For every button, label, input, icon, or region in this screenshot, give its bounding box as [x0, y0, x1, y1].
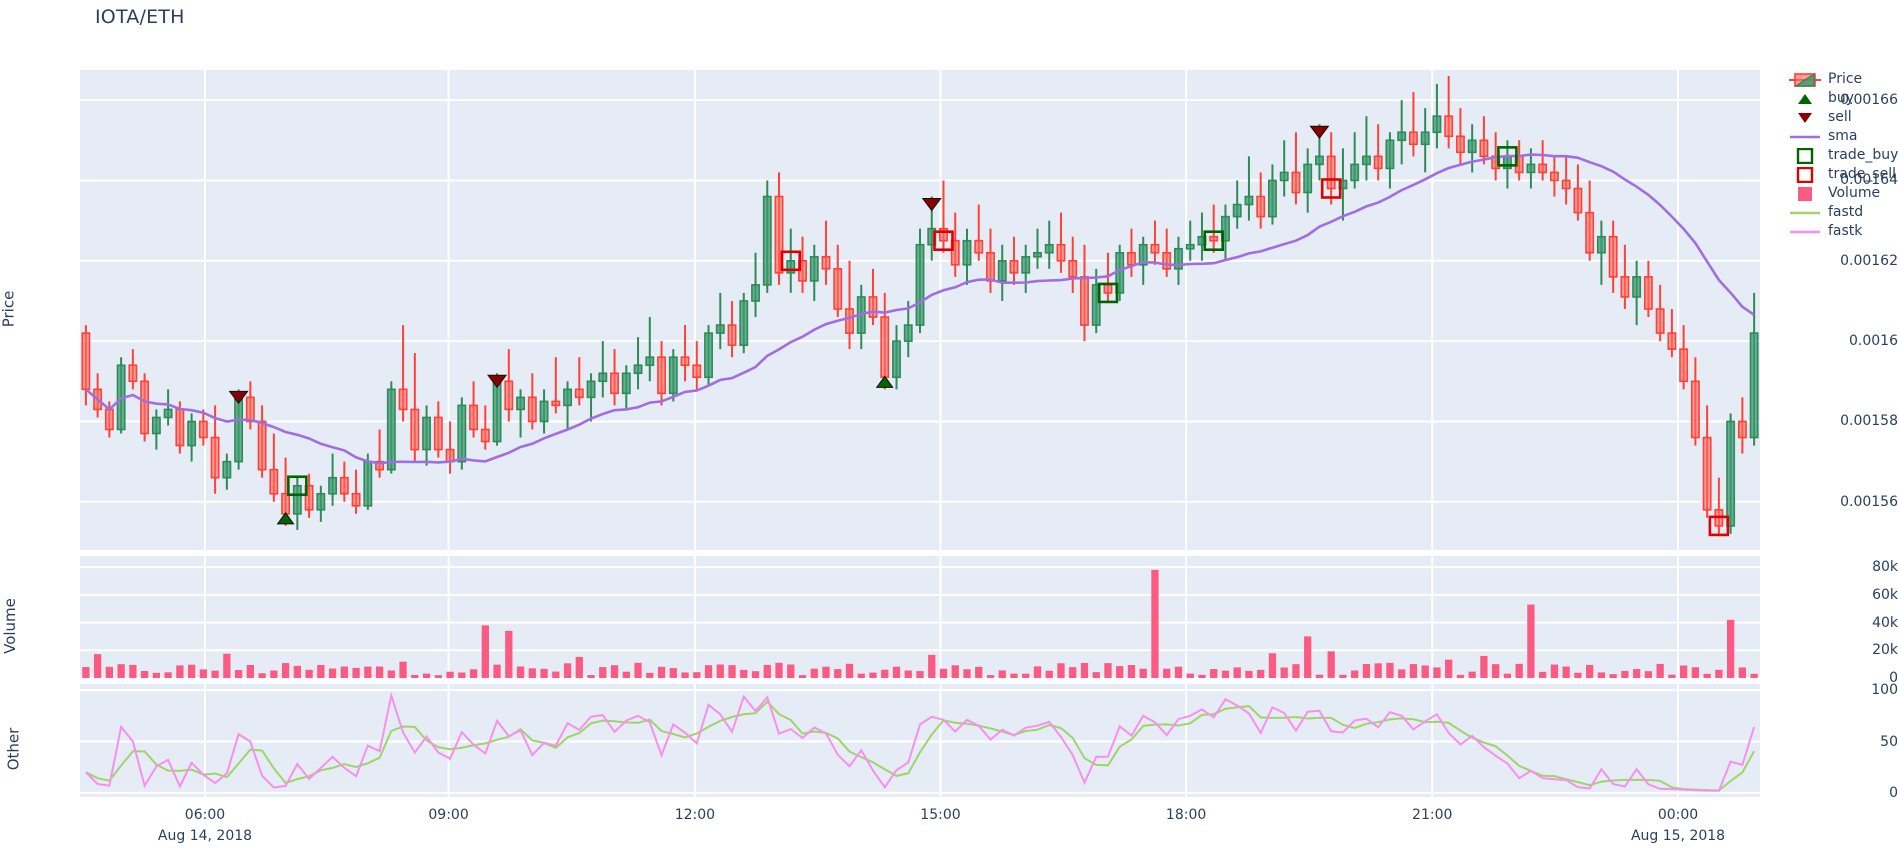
legend-item-buy[interactable]: buy	[1788, 89, 1898, 108]
x-axis-tick: 09:00	[428, 807, 468, 823]
x-tick-time: 15:00	[920, 807, 961, 823]
x-tick-time: 00:00	[1657, 807, 1699, 823]
legend-item-sell[interactable]: sell	[1788, 108, 1898, 127]
legend-label: Volume	[1828, 185, 1881, 201]
other-ytick: 50	[1880, 733, 1898, 750]
volume-ytick: 20k	[1872, 642, 1898, 659]
x-axis-tick: 15:00	[920, 807, 960, 823]
x-tick-time: 09:00	[428, 807, 469, 823]
price-ytick: 0.0016	[1849, 333, 1898, 350]
legend-label: fastd	[1828, 204, 1864, 220]
legend-item-Volume[interactable]: Volume	[1788, 184, 1898, 203]
square-outline-icon	[1788, 147, 1822, 164]
legend-item-fastd[interactable]: fastd	[1788, 203, 1898, 222]
x-tick-date: Aug 15, 2018	[1630, 828, 1726, 844]
volume-ytick: 60k	[1872, 586, 1898, 603]
price-ytick: 0.00156	[1840, 493, 1898, 510]
legend-label: sell	[1828, 109, 1852, 125]
legend-label: sma	[1828, 128, 1858, 144]
price-plot	[80, 70, 1760, 550]
price-ytick: 0.00158	[1840, 413, 1898, 430]
chart-legend: Price buy sell sma trade_buy trade_sell Volume…	[1788, 70, 1898, 241]
page-title: IOTA/ETH	[95, 6, 185, 28]
price-ytick: 0.00164	[1840, 172, 1898, 189]
square-fill-icon	[1788, 186, 1822, 202]
fastd-line	[85, 700, 1755, 792]
price-panel	[80, 70, 1760, 550]
legend-label: Price	[1828, 71, 1863, 87]
x-axis-tick: 12:00	[675, 807, 715, 823]
line-icon	[1788, 224, 1822, 240]
y-axis-title-other: Other	[4, 727, 23, 771]
x-tick-time: 12:00	[674, 807, 716, 823]
other-panel	[80, 684, 1760, 797]
legend-label: trade_buy	[1828, 147, 1898, 163]
price-ytick: 0.00166	[1840, 92, 1898, 109]
x-axis-tick: 21:00	[1412, 807, 1452, 823]
volume-plot	[80, 556, 1760, 678]
other-plot	[80, 684, 1760, 797]
x-tick-time: 06:00	[184, 807, 226, 823]
x-axis-tick: 06:00 Aug 14, 2018	[158, 807, 252, 844]
other-ytick: 0	[1889, 784, 1898, 801]
legend-item-trade-buy[interactable]: trade_buy	[1788, 146, 1898, 165]
fastk-line	[85, 691, 1756, 792]
x-axis-tick: 18:00	[1166, 807, 1206, 823]
other-ytick: 100	[1871, 682, 1898, 699]
legend-label: fastk	[1828, 223, 1863, 239]
y-axis-title-volume: Volume	[0, 598, 19, 654]
x-tick-date: Aug 14, 2018	[157, 828, 253, 844]
triangle-up-icon	[1788, 91, 1822, 107]
volume-panel	[80, 556, 1760, 678]
legend-item-trade-sell[interactable]: trade_sell	[1788, 165, 1898, 184]
line-icon	[1788, 129, 1822, 145]
signal-markers	[228, 125, 1330, 525]
legend-label: buy	[1828, 90, 1855, 106]
square-outline-icon	[1788, 166, 1822, 183]
x-axis-tick: 00:00 Aug 15, 2018	[1631, 807, 1725, 844]
volume-ytick: 0	[1889, 670, 1898, 686]
x-tick-time: 21:00	[1412, 807, 1453, 823]
line-icon	[1788, 205, 1822, 221]
legend-item-fastk[interactable]: fastk	[1788, 222, 1898, 241]
volume-ytick: 40k	[1872, 614, 1898, 631]
trade-markers	[287, 146, 1730, 537]
legend-item-sma[interactable]: sma	[1788, 127, 1898, 146]
volume-ytick: 80k	[1872, 559, 1898, 576]
x-tick-time: 18:00	[1165, 807, 1207, 823]
sma-line	[85, 153, 1755, 465]
y-axis-title-price: Price	[0, 290, 18, 328]
legend-item-Price[interactable]: Price	[1788, 70, 1898, 89]
candle-icon	[1788, 72, 1822, 88]
price-ytick: 0.00162	[1840, 252, 1898, 269]
legend-label: trade_sell	[1828, 166, 1897, 182]
triangle-down-icon	[1788, 110, 1822, 126]
volume-bars	[82, 569, 1758, 678]
